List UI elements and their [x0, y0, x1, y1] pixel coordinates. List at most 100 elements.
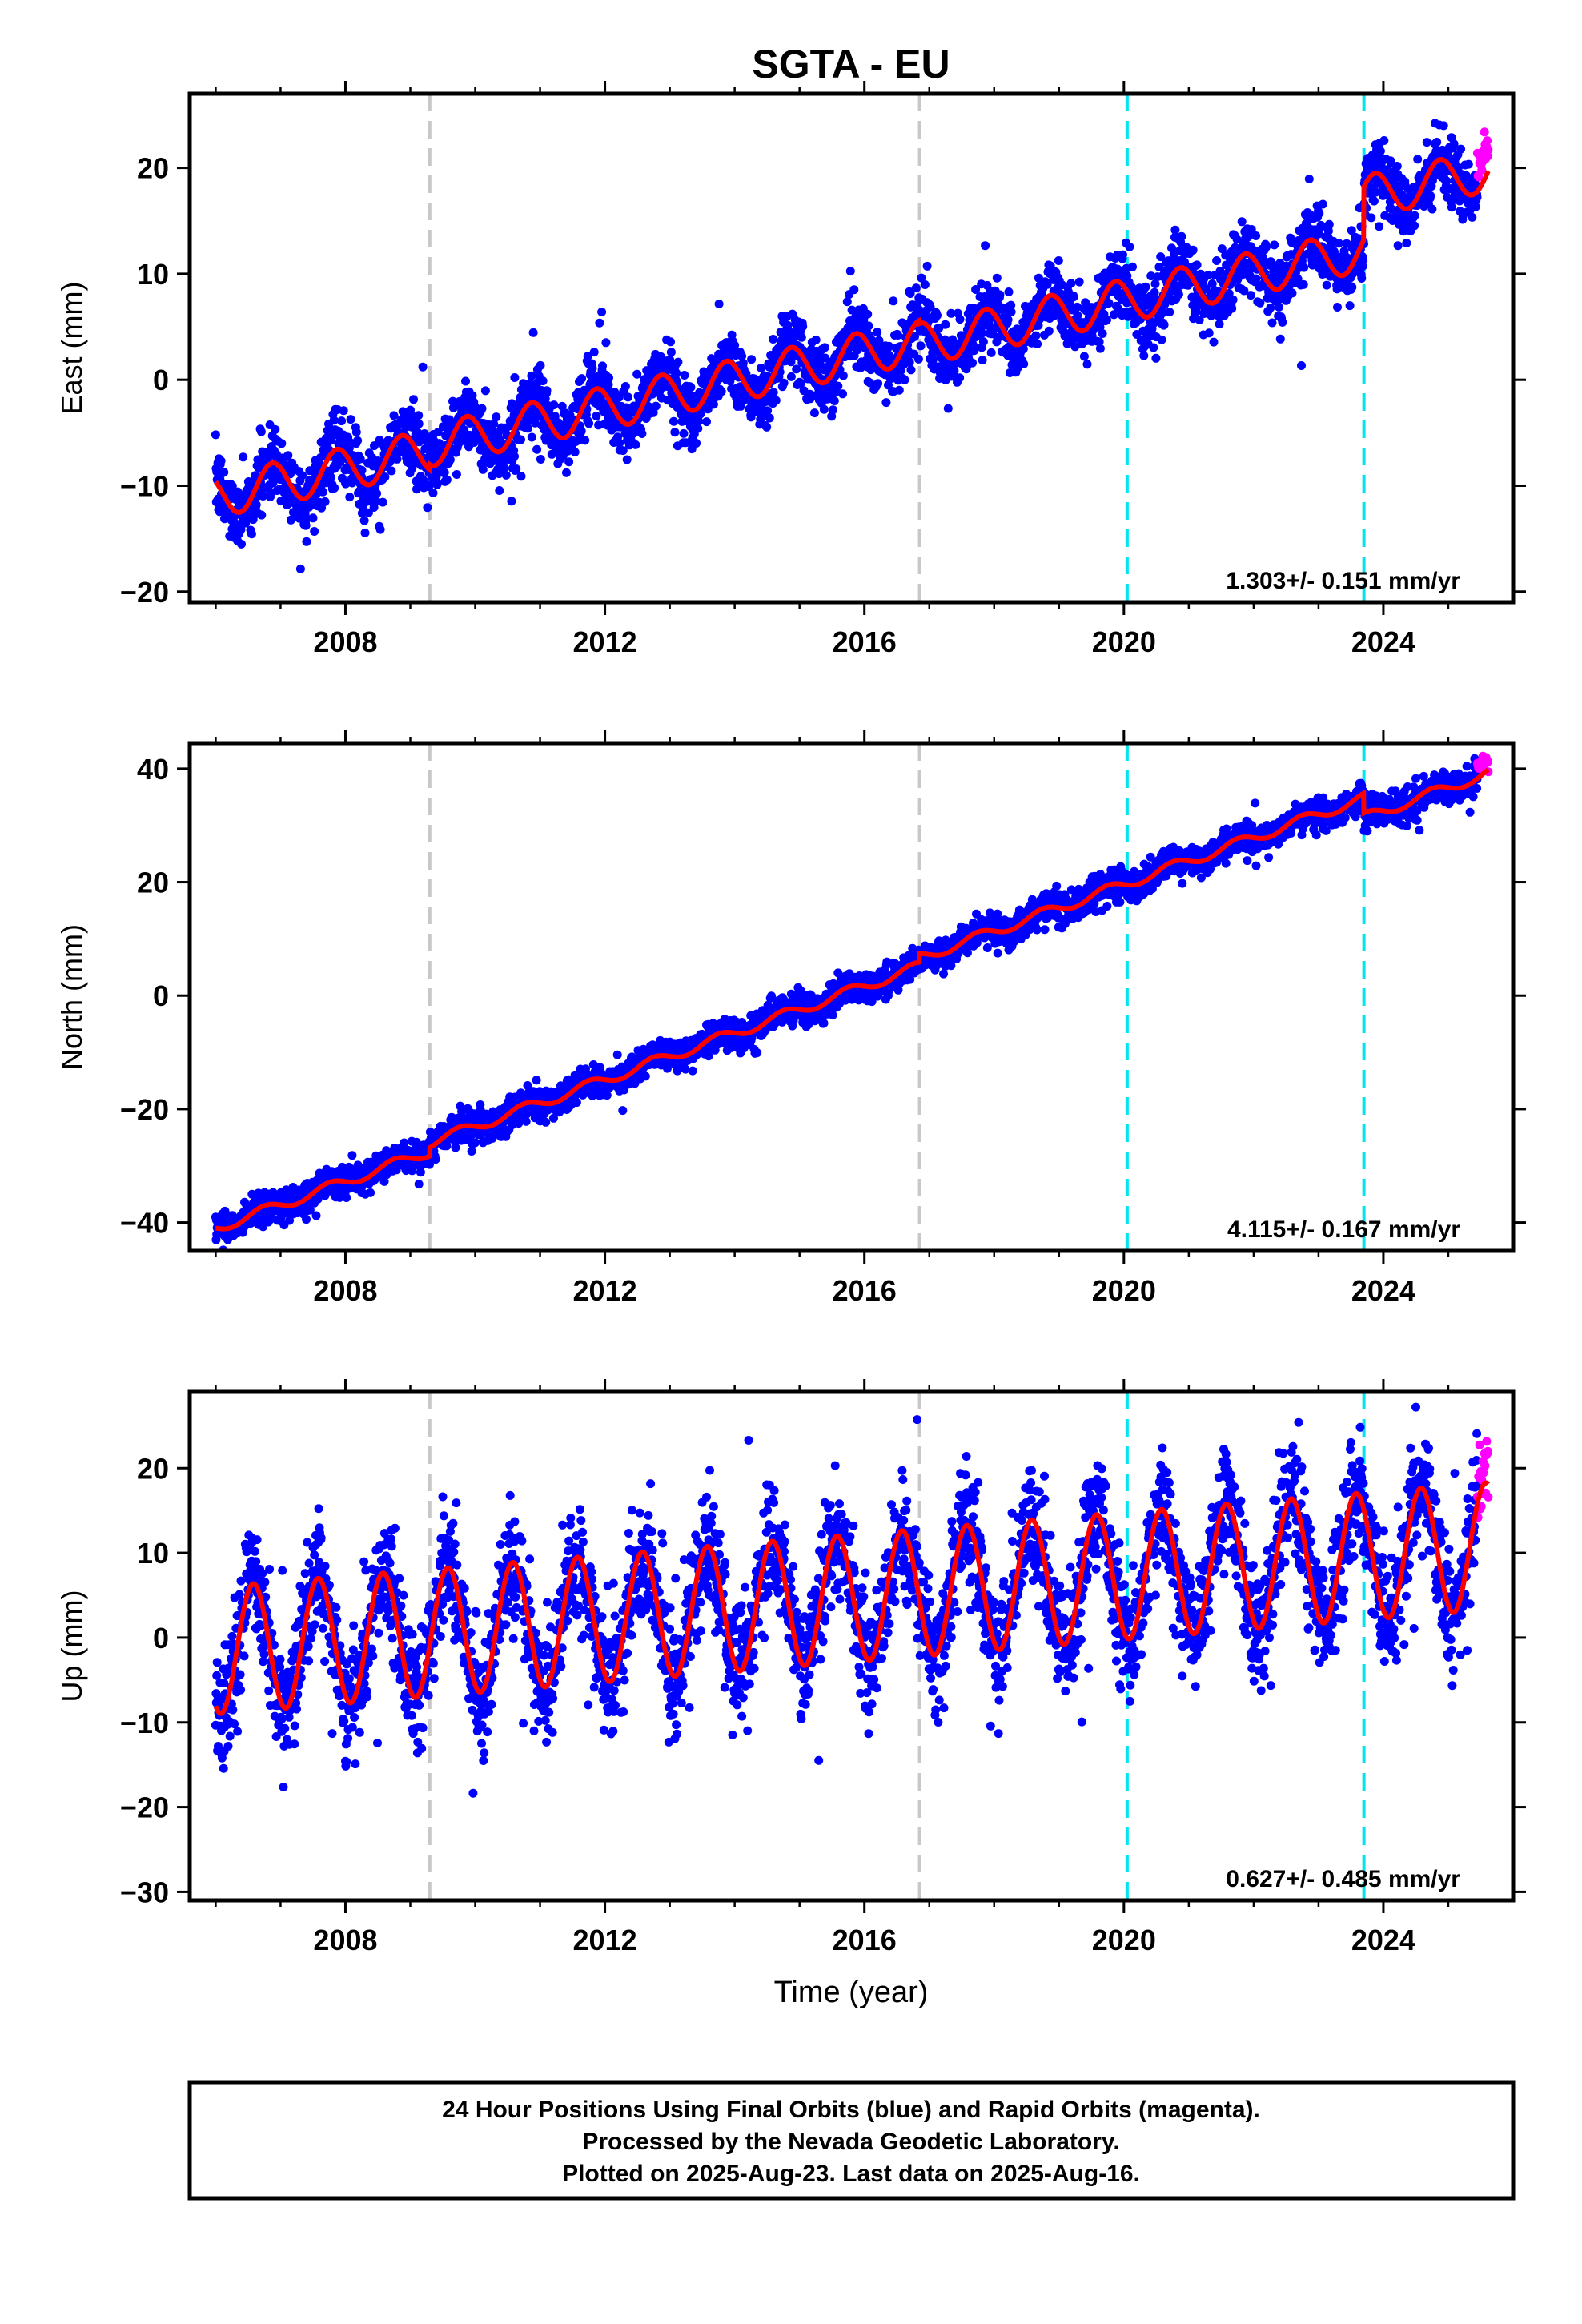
data-point	[1287, 288, 1297, 298]
data-point	[686, 383, 696, 392]
data-point	[237, 539, 246, 549]
data-point	[1232, 235, 1242, 244]
data-point	[1004, 287, 1014, 296]
data-point	[1073, 302, 1082, 312]
data-point	[536, 455, 545, 464]
data-point	[746, 412, 756, 422]
data-point	[236, 525, 246, 534]
data-point	[1156, 252, 1166, 262]
data-point	[339, 406, 348, 416]
data-point	[849, 285, 859, 295]
data-point	[326, 472, 335, 482]
data-point	[797, 332, 806, 342]
data-point	[346, 415, 355, 424]
data-point	[618, 1106, 628, 1116]
x-tick-label: 2008	[313, 625, 377, 658]
data-point	[666, 348, 676, 357]
data-point	[905, 289, 915, 298]
data-point	[277, 439, 287, 448]
data-point	[1322, 280, 1331, 290]
data-point	[688, 1066, 697, 1076]
data-point	[227, 481, 237, 491]
data-point	[597, 308, 607, 316]
data-point	[1299, 263, 1309, 272]
y-tick-label: 0	[153, 364, 169, 396]
data-point	[595, 318, 604, 328]
data-point	[1375, 222, 1384, 231]
data-point	[1359, 255, 1368, 265]
data-point	[905, 357, 914, 367]
data-point	[521, 1116, 531, 1126]
data-point	[1247, 225, 1256, 234]
data-point	[516, 472, 526, 481]
data-point	[1266, 303, 1275, 312]
data-point	[588, 364, 597, 373]
data-point	[1217, 244, 1227, 254]
data-point	[981, 241, 990, 251]
x-tick-label: 2020	[1092, 625, 1156, 658]
data-point	[1195, 315, 1204, 324]
data-point	[1334, 239, 1343, 248]
data-point	[693, 424, 703, 433]
data-point	[1239, 286, 1249, 296]
data-point	[471, 1138, 480, 1148]
data-point	[1375, 147, 1385, 156]
data-point	[1079, 352, 1089, 361]
data-point	[302, 537, 311, 546]
data-point	[955, 373, 965, 383]
data-point	[1413, 155, 1423, 164]
data-point	[1031, 331, 1041, 340]
data-point	[1456, 144, 1466, 154]
data-point	[1192, 260, 1202, 270]
data-point	[532, 444, 542, 454]
data-point	[445, 455, 455, 464]
data-point	[1237, 217, 1247, 227]
plot-area	[211, 743, 1493, 1251]
data-point	[978, 328, 987, 338]
data-point	[714, 300, 724, 308]
data-point	[516, 435, 525, 444]
data-point	[873, 379, 883, 388]
data-point	[1316, 220, 1326, 230]
data-point	[757, 364, 766, 372]
data-point	[1255, 298, 1265, 308]
data-point	[271, 424, 280, 434]
x-tick-label: 2016	[833, 625, 897, 658]
data-point	[584, 419, 594, 428]
data-point	[881, 398, 891, 408]
data-point	[431, 1155, 440, 1164]
data-point	[355, 454, 365, 464]
data-point	[1042, 279, 1052, 289]
data-point	[257, 510, 267, 520]
data-point	[311, 1211, 321, 1220]
data-point	[1207, 279, 1217, 288]
data-point	[283, 451, 293, 460]
data-point	[1371, 187, 1381, 197]
data-point	[372, 489, 382, 498]
data-point	[577, 374, 587, 384]
data-point	[580, 436, 590, 445]
data-point	[1442, 176, 1452, 186]
rapid-data-point	[1483, 151, 1492, 161]
data-point	[747, 355, 757, 364]
data-point	[864, 321, 873, 331]
data-point	[763, 406, 773, 416]
data-point	[779, 378, 789, 388]
data-point	[1151, 353, 1161, 363]
data-point	[1402, 239, 1411, 247]
data-point	[500, 463, 509, 472]
data-point	[669, 416, 678, 426]
data-point	[694, 416, 704, 426]
data-point	[435, 439, 444, 448]
data-point	[1227, 304, 1237, 313]
data-point	[538, 376, 548, 386]
data-point	[419, 476, 428, 485]
data-point	[1464, 159, 1473, 169]
data-point	[1297, 361, 1306, 370]
data-point	[771, 396, 781, 405]
data-point	[1212, 256, 1222, 265]
data-point	[1304, 175, 1314, 183]
data-point	[583, 352, 592, 361]
data-point	[247, 529, 256, 539]
